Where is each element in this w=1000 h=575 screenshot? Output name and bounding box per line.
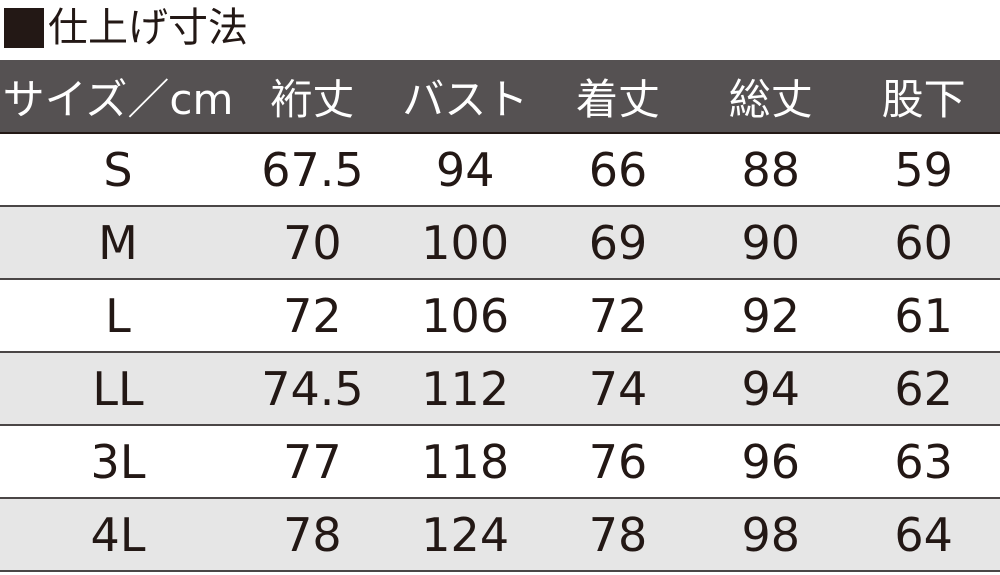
column-header: サイズ／cm: [0, 60, 236, 134]
value-cell: 118: [388, 425, 542, 499]
size-cell: S: [0, 133, 236, 207]
value-cell: 76: [541, 425, 695, 499]
value-cell: 63: [847, 425, 1000, 499]
value-cell: 100: [388, 206, 542, 280]
column-header: 着丈: [541, 60, 695, 134]
column-header: 裄丈: [236, 60, 389, 134]
value-cell: 106: [388, 279, 542, 353]
value-cell: 59: [847, 133, 1000, 207]
header-row: サイズ／cm 裄丈 バスト 着丈 総丈 股下: [0, 60, 1000, 134]
value-cell: 96: [694, 425, 848, 499]
column-header: 総丈: [694, 60, 848, 134]
page-title: 仕上げ寸法: [4, 2, 248, 54]
table-row: M 70 100 69 90 60: [0, 206, 1000, 280]
size-cell: LL: [0, 352, 236, 426]
value-cell: 94: [694, 352, 848, 426]
size-cell: 4L: [0, 498, 236, 572]
value-cell: 64: [847, 498, 1000, 572]
value-cell: 72: [541, 279, 695, 353]
column-header: バスト: [388, 60, 542, 134]
value-cell: 124: [388, 498, 542, 572]
size-cell: L: [0, 279, 236, 353]
value-cell: 61: [847, 279, 1000, 353]
size-table: サイズ／cm 裄丈 バスト 着丈 総丈 股下 S 67.5 94 66 88 59 M 70 100 69 9…: [0, 60, 1000, 572]
value-cell: 94: [388, 133, 542, 207]
black-square-icon: [4, 8, 44, 48]
value-cell: 69: [541, 206, 695, 280]
value-cell: 78: [236, 498, 389, 572]
table-row: 3L 77 118 76 96 63: [0, 425, 1000, 499]
value-cell: 77: [236, 425, 389, 499]
table-row: 4L 78 124 78 98 64: [0, 498, 1000, 572]
size-cell: 3L: [0, 425, 236, 499]
table-row: LL 74.5 112 74 94 62: [0, 352, 1000, 426]
value-cell: 92: [694, 279, 848, 353]
column-header: 股下: [847, 60, 1000, 134]
value-cell: 74: [541, 352, 695, 426]
value-cell: 90: [694, 206, 848, 280]
value-cell: 74.5: [236, 352, 389, 426]
title-text: 仕上げ寸法: [48, 5, 248, 51]
value-cell: 98: [694, 498, 848, 572]
table-row: L 72 106 72 92 61: [0, 279, 1000, 353]
table-row: S 67.5 94 66 88 59: [0, 133, 1000, 207]
value-cell: 66: [541, 133, 695, 207]
value-cell: 88: [694, 133, 848, 207]
value-cell: 62: [847, 352, 1000, 426]
value-cell: 70: [236, 206, 389, 280]
value-cell: 112: [388, 352, 542, 426]
value-cell: 60: [847, 206, 1000, 280]
value-cell: 72: [236, 279, 389, 353]
value-cell: 67.5: [236, 133, 389, 207]
size-cell: M: [0, 206, 236, 280]
value-cell: 78: [541, 498, 695, 572]
